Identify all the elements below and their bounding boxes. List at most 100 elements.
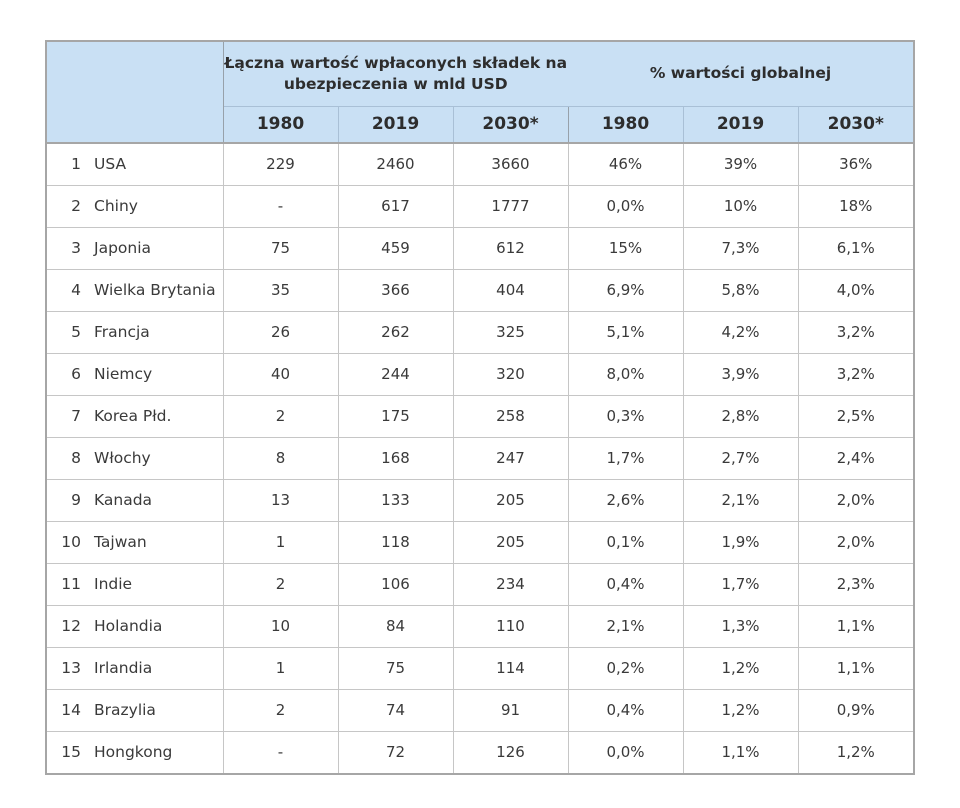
rank-label: 7 — [71, 407, 81, 425]
rank-label: 3 — [71, 239, 81, 257]
rank-label: 11 — [61, 575, 81, 593]
year-header-row: 1980 2019 2030* 1980 2019 2030* — [47, 106, 913, 144]
country-name: Niemcy — [94, 365, 153, 383]
share-value-cell: 2,1% — [682, 478, 799, 522]
table-row: 3 Japonia 75 459 612 15% 7,3% 6,1% — [47, 226, 913, 270]
premiums-value-cell: 35 — [222, 268, 339, 312]
country-cell: 7 Korea Płd. — [47, 394, 224, 438]
premiums-value-cell: 168 — [337, 436, 454, 480]
premiums-value-cell: 84 — [337, 604, 454, 648]
premiums-value-cell: 126 — [452, 730, 569, 773]
premiums-value-cell: 106 — [337, 562, 454, 606]
premiums-value-cell: 229 — [222, 142, 339, 186]
share-value-cell: 0,9% — [797, 688, 913, 732]
table-row: 2 Chiny -617 1777 0,0% 10% 18% — [47, 184, 913, 228]
country-name: Indie — [94, 575, 133, 593]
country-name: Włochy — [94, 449, 151, 467]
year-header-share-2019: 2019 — [683, 106, 799, 144]
table-row: 14 Brazylia 2 74 91 0,4% 1,2% 0,9% — [47, 688, 913, 732]
country-cell: 13 Irlandia — [47, 646, 224, 690]
country-cell: 8 Włochy — [47, 436, 224, 480]
premiums-value-cell: 205 — [452, 520, 569, 564]
year-header-premiums-2019: 2019 — [338, 106, 454, 144]
premiums-value-cell: 10 — [222, 604, 339, 648]
premiums-value-cell: 91 — [452, 688, 569, 732]
table-row: 12 Holandia 10 84 110 2,1% 1,3% 1,1% — [47, 604, 913, 648]
table-row: 13 Irlandia 1 75 114 0,2% 1,2% 1,1% — [47, 646, 913, 690]
premiums-value-cell: 366 — [337, 268, 454, 312]
share-value-cell: 1,9% — [682, 520, 799, 564]
share-value-cell: 5,1% — [567, 310, 684, 354]
share-value-cell: 6,1% — [797, 226, 913, 270]
rank-label: 8 — [71, 449, 81, 467]
share-value-cell: 0,2% — [567, 646, 684, 690]
premiums-value-cell: 404 — [452, 268, 569, 312]
country-name: Japonia — [94, 239, 152, 257]
premiums-value-cell: 617 — [337, 184, 454, 228]
premiums-value-cell: 72 — [337, 730, 454, 773]
table-row: 15 Hongkong -72 126 0,0% 1,1% 1,2% — [47, 730, 913, 773]
share-value-cell: 2,0% — [797, 520, 913, 564]
premiums-value-cell: 13 — [222, 478, 339, 522]
premiums-value-cell: 114 — [452, 646, 569, 690]
share-value-cell: 18% — [797, 184, 913, 228]
premiums-value-cell: - — [222, 184, 339, 228]
country-cell: 4 Wielka Brytania — [47, 268, 224, 312]
rank-label: 2 — [71, 197, 81, 215]
country-cell: 14 Brazylia — [47, 688, 224, 732]
share-value-cell: 1,2% — [797, 730, 913, 773]
corner-empty-cell — [47, 42, 224, 144]
insurance-premiums-table: Łączna wartość wpłaconych składek na ube… — [45, 40, 915, 775]
share-value-cell: 0,3% — [567, 394, 684, 438]
share-value-cell: 1,2% — [682, 646, 799, 690]
country-name: Chiny — [94, 197, 138, 215]
country-cell: 12 Holandia — [47, 604, 224, 648]
group-header-premiums: Łączna wartość wpłaconych składek na ube… — [223, 42, 568, 107]
premiums-value-cell: 175 — [337, 394, 454, 438]
country-name: Wielka Brytania — [94, 281, 216, 299]
share-value-cell: 1,2% — [682, 688, 799, 732]
share-value-cell: 0,0% — [567, 184, 684, 228]
country-name: Kanada — [94, 491, 153, 509]
group-header-row: Łączna wartość wpłaconych składek na ube… — [47, 42, 913, 144]
share-value-cell: 1,7% — [567, 436, 684, 480]
table-row: 11 Indie 2 106 234 0,4% 1,7% 2,3% — [47, 562, 913, 606]
share-value-cell: 2,7% — [682, 436, 799, 480]
share-value-cell: 3,9% — [682, 352, 799, 396]
premiums-value-cell: 1777 — [452, 184, 569, 228]
premiums-value-cell: 2 — [222, 562, 339, 606]
share-value-cell: 2,5% — [797, 394, 913, 438]
year-header-premiums-2030: 2030* — [453, 106, 569, 144]
share-value-cell: 2,8% — [682, 394, 799, 438]
share-value-cell: 2,3% — [797, 562, 913, 606]
share-value-cell: 0,4% — [567, 688, 684, 732]
share-value-cell: 1,1% — [797, 646, 913, 690]
premiums-value-cell: 247 — [452, 436, 569, 480]
rank-label: 5 — [71, 323, 81, 341]
premiums-value-cell: - — [222, 730, 339, 773]
table-row: 5 Francja 26 262 325 5,1% 4,2% 3,2% — [47, 310, 913, 354]
country-cell: 6 Niemcy — [47, 352, 224, 396]
share-value-cell: 4,2% — [682, 310, 799, 354]
country-name: Holandia — [94, 617, 163, 635]
premiums-value-cell: 459 — [337, 226, 454, 270]
country-cell: 10 Tajwan — [47, 520, 224, 564]
rank-label: 6 — [71, 365, 81, 383]
share-value-cell: 3,2% — [797, 352, 913, 396]
share-value-cell: 1,7% — [682, 562, 799, 606]
share-value-cell: 10% — [682, 184, 799, 228]
share-value-cell: 2,6% — [567, 478, 684, 522]
premiums-value-cell: 1 — [222, 646, 339, 690]
share-value-cell: 2,1% — [567, 604, 684, 648]
share-value-cell: 1,1% — [682, 730, 799, 773]
share-value-cell: 1,3% — [682, 604, 799, 648]
premiums-value-cell: 2 — [222, 688, 339, 732]
share-value-cell: 4,0% — [797, 268, 913, 312]
year-header-share-1980: 1980 — [568, 106, 684, 144]
year-header-share-2030: 2030* — [798, 106, 913, 144]
table-header: Łączna wartość wpłaconych składek na ube… — [47, 42, 913, 144]
rank-label: 9 — [71, 491, 81, 509]
country-name: Tajwan — [94, 533, 147, 551]
premiums-value-cell: 75 — [222, 226, 339, 270]
premiums-value-cell: 3660 — [452, 142, 569, 186]
